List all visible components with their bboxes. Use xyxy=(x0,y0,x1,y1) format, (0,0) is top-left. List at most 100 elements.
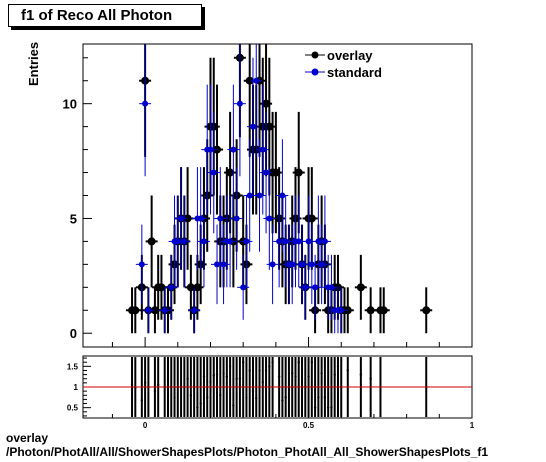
overlay-point xyxy=(213,145,222,154)
ratio-point xyxy=(251,389,255,393)
title-box: f1 of Reco All Photon xyxy=(8,4,202,27)
ratio-point xyxy=(369,377,372,380)
standard-point xyxy=(174,238,181,245)
overlay-point xyxy=(183,214,192,223)
ratio-point xyxy=(225,375,229,378)
overlay-point xyxy=(265,122,274,131)
standard-point xyxy=(321,238,328,245)
ratio-point xyxy=(130,383,134,387)
ratio-point xyxy=(222,372,225,375)
legend-label: standard xyxy=(327,65,382,80)
footer-line-2: /Photon/PhotAll/All/ShowerShapesPlots/Ph… xyxy=(6,445,489,459)
standard-point xyxy=(197,215,204,222)
ratio-point xyxy=(258,369,261,372)
ratio-point xyxy=(215,373,219,376)
ratio-point xyxy=(320,372,323,375)
ratio-point xyxy=(297,361,300,364)
overlay-point xyxy=(307,214,316,223)
main-y-axis: 0 5 10 xyxy=(63,57,92,341)
standard-point xyxy=(305,238,312,245)
plot-title: f1 of Reco All Photon xyxy=(21,7,173,24)
overlay-point xyxy=(343,306,352,315)
standard-point xyxy=(246,192,253,199)
ratio-x-tick-label: 0 xyxy=(143,421,148,430)
standard-point xyxy=(243,238,250,245)
overlay-point xyxy=(193,283,202,292)
standard-point xyxy=(263,169,270,176)
standard-point xyxy=(181,238,188,245)
ratio-point xyxy=(212,374,215,377)
ratio-point xyxy=(166,379,170,382)
standard-series xyxy=(135,44,348,334)
overlay-point xyxy=(271,168,280,177)
ratio-point xyxy=(143,381,147,385)
standard-point xyxy=(236,100,243,107)
standard-point xyxy=(191,307,198,314)
ratio-point xyxy=(202,375,206,378)
ratio-point xyxy=(219,394,222,397)
standard-point xyxy=(328,284,335,291)
legend-marker xyxy=(311,68,319,76)
standard-point xyxy=(308,261,315,268)
ratio-point xyxy=(277,375,281,378)
standard-point xyxy=(312,284,319,291)
ratio-point xyxy=(336,365,340,368)
ratio-point xyxy=(228,365,232,368)
ratio-point xyxy=(261,380,264,384)
ratio-point xyxy=(330,406,333,409)
ratio-point xyxy=(323,396,327,399)
ratio-point xyxy=(199,402,202,405)
overlay-point xyxy=(294,168,303,177)
standard-point xyxy=(217,215,224,222)
ratio-point xyxy=(281,399,284,402)
ratio-point xyxy=(248,369,251,372)
ratio-point xyxy=(209,380,212,384)
overlay-point xyxy=(131,306,140,315)
standard-point xyxy=(220,261,227,268)
ratio-point xyxy=(238,377,242,380)
ratio-point xyxy=(333,373,336,376)
ratio-point xyxy=(153,389,157,393)
standard-point xyxy=(161,307,168,314)
standard-point xyxy=(253,77,260,84)
standard-point xyxy=(230,146,237,153)
standard-point xyxy=(276,238,283,245)
ratio-point xyxy=(196,406,199,409)
ratio-point xyxy=(294,375,297,378)
overlay-point xyxy=(157,283,166,292)
legend-marker xyxy=(311,51,319,59)
ratio-series xyxy=(83,357,472,417)
y-axis-label: Entries xyxy=(26,42,41,86)
ratio-y-tick-label: 1 xyxy=(74,383,79,392)
overlay-point xyxy=(356,283,365,292)
ratio-point xyxy=(173,396,176,399)
y-tick-label: 10 xyxy=(63,97,77,112)
ratio-point xyxy=(245,396,248,399)
ratio-point xyxy=(186,377,189,380)
standard-point xyxy=(200,238,207,245)
standard-point xyxy=(233,215,240,222)
standard-point xyxy=(207,146,214,153)
standard-point xyxy=(279,192,286,199)
overlay-point xyxy=(262,99,271,108)
legend: overlay standard xyxy=(305,48,382,80)
ratio-x-axis: 0 0.5 1 xyxy=(111,410,475,430)
ratio-point xyxy=(313,406,317,409)
standard-point xyxy=(142,100,149,107)
ratio-point xyxy=(264,369,268,372)
standard-point xyxy=(315,238,322,245)
y-tick-label: 5 xyxy=(70,211,77,226)
overlay-point xyxy=(226,168,235,177)
standard-point xyxy=(289,261,296,268)
standard-point xyxy=(266,215,273,222)
standard-point xyxy=(145,307,152,314)
standard-point xyxy=(318,261,325,268)
standard-point xyxy=(138,261,145,268)
standard-point xyxy=(178,215,185,222)
legend-label: overlay xyxy=(327,48,373,63)
ratio-point xyxy=(189,394,193,397)
ratio-y-tick-label: 1.5 xyxy=(67,362,79,371)
footer-line-1: overlay xyxy=(6,431,49,445)
overlay-point xyxy=(150,306,159,315)
ratio-point xyxy=(235,377,238,380)
